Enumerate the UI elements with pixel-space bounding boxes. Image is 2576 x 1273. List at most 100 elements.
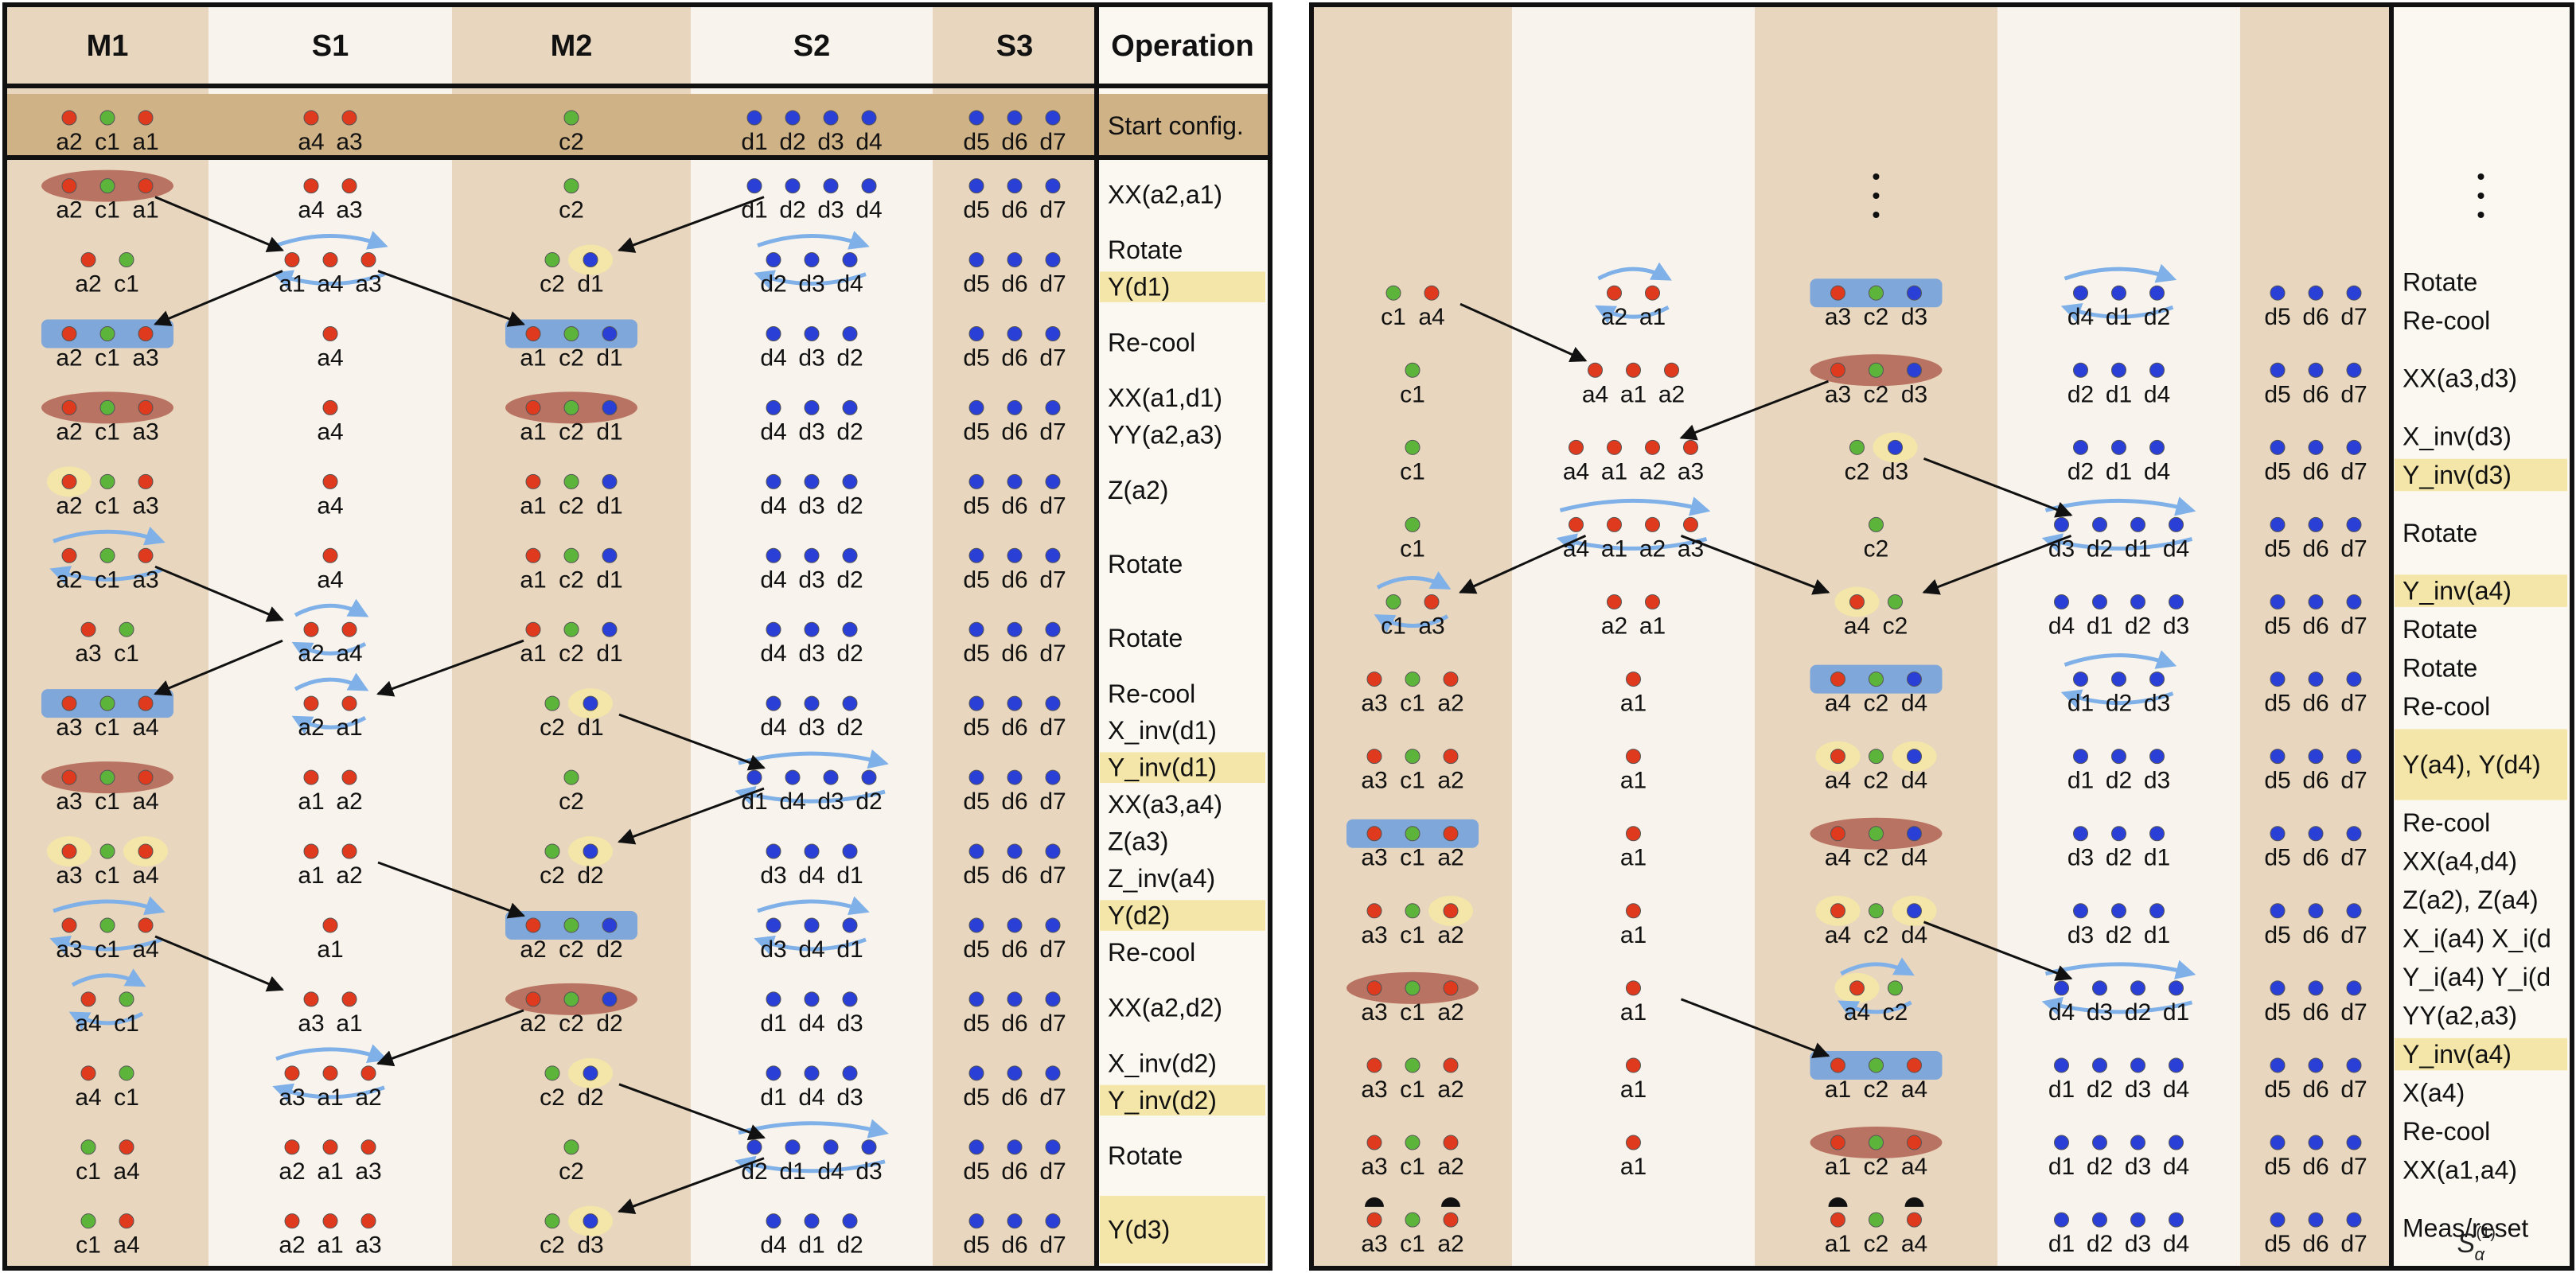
start-config-band	[6, 94, 1269, 158]
ion-d7	[2346, 594, 2362, 609]
ion-label-d2: d2	[2125, 613, 2151, 639]
ion-label-a4: a4	[1825, 922, 1851, 948]
ion-label-a2: a2	[298, 714, 324, 741]
left-panel-border	[2, 2, 1272, 1271]
rrow12-op-text: Meas/reset	[2403, 1213, 2528, 1242]
ion-d6	[2308, 826, 2324, 842]
ion-d2	[2149, 285, 2165, 301]
ion-a1	[1645, 285, 1660, 301]
ion-d3	[2149, 749, 2165, 765]
ion-d5	[968, 1139, 984, 1155]
ion-label-d2: d2	[760, 271, 786, 298]
row6-0-rotation-arrow	[49, 566, 162, 585]
ion-d1	[746, 178, 762, 194]
ion-c1	[1405, 903, 1421, 919]
ion-c1	[1405, 362, 1421, 378]
ion-label-a4: a4	[317, 271, 343, 298]
ion-label-d2: d2	[836, 714, 863, 741]
row2-op-highlight	[1100, 271, 1265, 302]
rrow5-op-text: Re-cool	[2403, 692, 2490, 721]
ion-label-d3: d3	[798, 492, 824, 519]
ion-d5	[2270, 516, 2286, 532]
ion-c2	[544, 843, 560, 859]
ion-d3	[804, 252, 820, 268]
ion-label-d1: d1	[2087, 613, 2113, 639]
ion-label-a2: a2	[56, 129, 82, 155]
ion-a4	[138, 843, 154, 859]
zone-header-s2: S2	[793, 29, 830, 63]
ion-label-a4: a4	[132, 936, 158, 963]
right-panel-border	[1309, 2, 2574, 1271]
ion-label-c2: c2	[1864, 1076, 1889, 1103]
ion-label-d1: d1	[2125, 535, 2151, 562]
ion-label-a4: a4	[1582, 381, 1608, 407]
ion-d5	[2270, 672, 2286, 687]
row7-1-rotation-arrow	[291, 641, 367, 660]
ion-label-c1: c1	[1400, 845, 1425, 871]
row15-op-text: Y(d3)	[1108, 1216, 1170, 1244]
ion-a3	[1830, 285, 1845, 301]
ion-c2	[544, 252, 560, 268]
ion-label-a1: a1	[1601, 535, 1627, 562]
ion-label-d7: d7	[1039, 1010, 1066, 1037]
ion-label-d6: d6	[2302, 999, 2329, 1026]
ion-d2	[842, 621, 858, 637]
ion-label-d3: d3	[798, 566, 824, 593]
ion-label-a4: a4	[336, 640, 362, 667]
ion-d1	[2073, 749, 2088, 765]
ion-label-d1: d1	[836, 936, 863, 963]
ion-d4	[2149, 362, 2165, 378]
ion-a2	[1607, 285, 1622, 301]
row6-0-rotation-arrow	[53, 526, 166, 546]
ion-d4	[861, 110, 877, 126]
ion-label-d5: d5	[963, 418, 989, 445]
ion-a4	[80, 991, 96, 1007]
ion-d6	[1007, 695, 1023, 711]
ion-label-d4: d4	[2048, 613, 2075, 639]
ion-d3	[823, 178, 839, 194]
ion-label-a1: a1	[520, 492, 546, 519]
ion-label-d2: d2	[596, 1010, 622, 1037]
ion-label-d3: d3	[798, 271, 824, 298]
ion-a1	[525, 473, 541, 489]
vertical-ellipsis-dot	[2477, 212, 2484, 218]
ion-a1	[1607, 439, 1622, 455]
row8-op-text: X_inv(d1)	[1108, 716, 1217, 745]
ion-label-d2: d2	[577, 1084, 603, 1111]
ion-d7	[2346, 980, 2362, 996]
ion-label-d3: d3	[817, 197, 844, 224]
ion-label-c1: c1	[95, 714, 120, 741]
ion-label-a2: a2	[336, 862, 362, 889]
ion-d7	[1045, 547, 1061, 563]
zone-header-m2: M2	[551, 29, 593, 63]
ion-label-d4: d4	[760, 345, 786, 371]
ion-label-a3: a3	[132, 345, 158, 371]
ion-label-d7: d7	[1039, 862, 1066, 889]
ion-a1	[1626, 826, 1641, 842]
ion-c1	[80, 1139, 96, 1155]
ion-a2	[61, 178, 77, 194]
ion-label-d6: d6	[1001, 129, 1027, 155]
ion-a4	[303, 110, 319, 126]
ion-label-d7: d7	[2340, 922, 2367, 948]
ion-d5	[968, 1065, 984, 1081]
ion-label-d7: d7	[1039, 345, 1066, 371]
ion-c1	[99, 769, 115, 785]
ion-a3	[360, 1213, 376, 1229]
ion-a1	[284, 252, 300, 268]
ion-a2	[1645, 439, 1660, 455]
ion-d4	[2169, 1135, 2184, 1150]
ion-d4	[1907, 826, 1922, 842]
ion-label-d3: d3	[836, 1010, 863, 1037]
ion-c2	[1869, 672, 1884, 687]
ion-label-d7: d7	[2340, 1231, 2367, 1257]
ion-label-d6: d6	[1001, 640, 1027, 667]
ion-a3	[1366, 1135, 1382, 1150]
ion-label-a1: a1	[317, 1158, 343, 1185]
ion-label-a1: a1	[132, 129, 158, 155]
rrow5-op-text: Rotate	[2403, 654, 2477, 683]
ion-d3	[2092, 980, 2107, 996]
vertical-ellipsis-dot	[1873, 193, 1880, 199]
ion-label-d5: d5	[963, 566, 989, 593]
ion-d2	[583, 843, 598, 859]
